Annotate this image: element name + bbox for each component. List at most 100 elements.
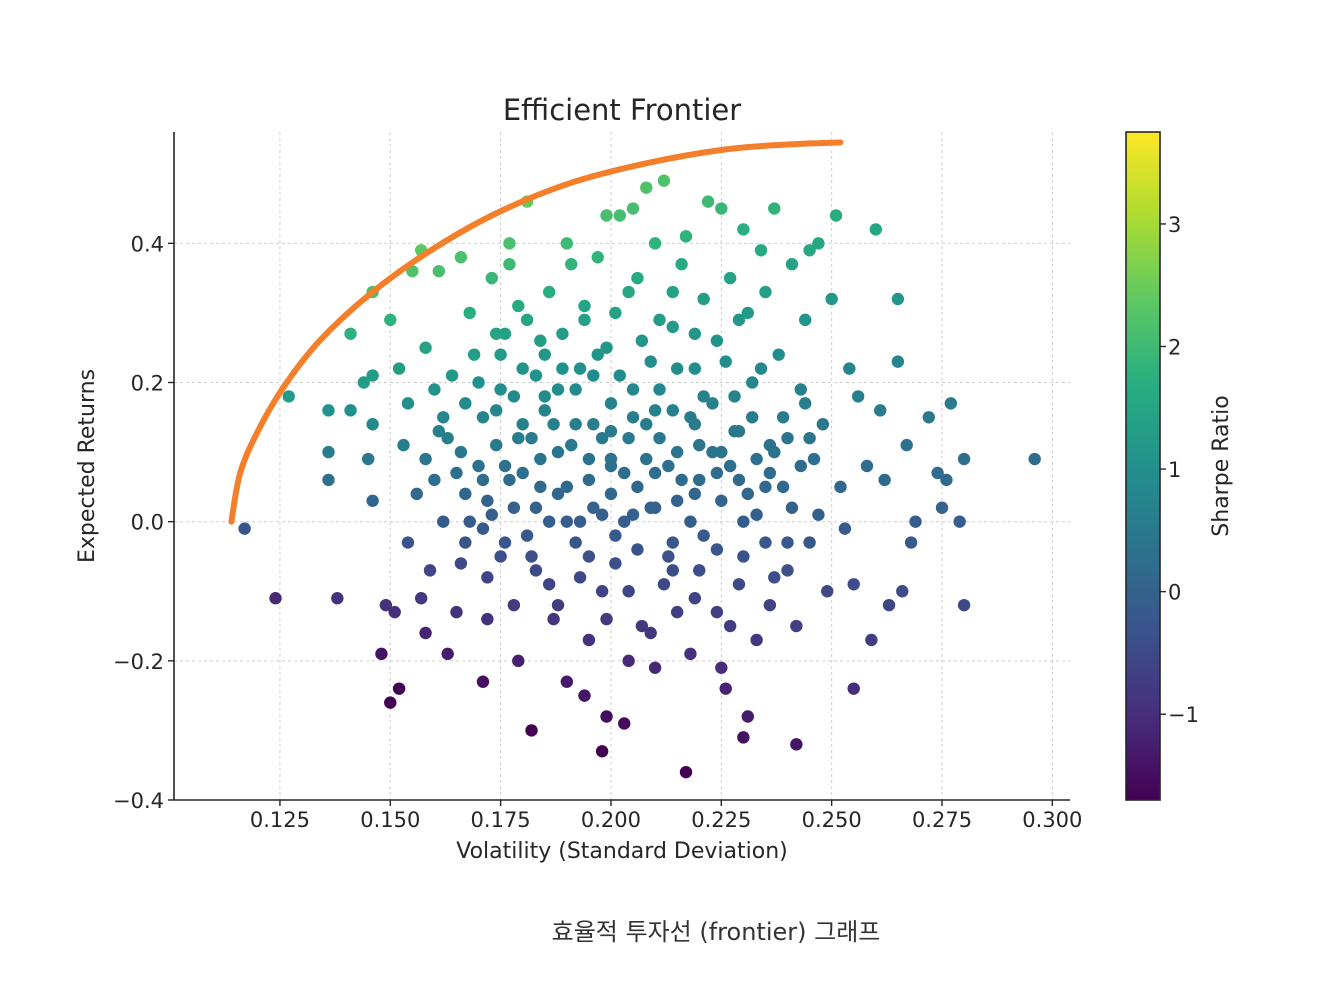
scatter-point: [626, 411, 640, 424]
scatter-point: [582, 452, 596, 466]
scatter-point: [670, 362, 684, 375]
scatter-point: [238, 522, 251, 535]
scatter-point: [401, 536, 415, 549]
scatter-point: [459, 487, 472, 501]
scatter-point: [542, 578, 556, 591]
scatter-point: [851, 390, 865, 403]
scatter-point: [618, 466, 631, 480]
x-tick-label: 0.300: [1022, 808, 1082, 832]
scatter-point: [578, 299, 591, 313]
scatter-point: [626, 383, 640, 396]
scatter-point: [666, 564, 679, 577]
scatter-point: [600, 209, 613, 222]
scatter-point: [719, 355, 732, 368]
x-tick-label: 0.275: [912, 808, 972, 832]
scatter-point: [785, 258, 799, 271]
scatter-point: [445, 369, 459, 382]
scatter-point: [785, 501, 799, 514]
scatter-point: [547, 418, 560, 431]
scatter-point: [710, 466, 724, 480]
scatter-point: [790, 738, 803, 751]
scatter-point: [737, 223, 750, 236]
scatter-point: [362, 452, 375, 466]
scatter-point: [551, 598, 565, 612]
scatter-point: [565, 258, 578, 271]
scatter-point: [860, 459, 874, 473]
scatter-point: [322, 473, 335, 487]
scatter-point: [556, 327, 569, 340]
y-tick-label: 0.2: [131, 372, 164, 396]
scatter-point: [816, 418, 830, 431]
scatter-point: [684, 647, 697, 661]
scatter-point: [922, 411, 935, 424]
scatter-point: [414, 592, 428, 605]
scatter-point: [494, 550, 507, 563]
scatter-point: [503, 473, 516, 487]
scatter-point: [670, 445, 684, 459]
x-tick-label: 0.200: [581, 808, 641, 832]
scatter-point: [542, 515, 556, 528]
scatter-point: [750, 452, 763, 466]
scatter-point: [1028, 452, 1041, 466]
scatter-point: [829, 209, 843, 222]
scatter-point: [454, 445, 468, 459]
scatter-point: [485, 508, 498, 521]
scatter-point: [450, 466, 463, 480]
scatter-point: [697, 390, 710, 403]
scatter-point: [516, 466, 529, 480]
scatter-point: [560, 515, 574, 528]
scatter-point: [595, 585, 609, 598]
x-tick-label: 0.150: [360, 808, 420, 832]
scatter-point: [648, 466, 662, 480]
scatter-point: [600, 341, 613, 354]
scatter-point: [763, 598, 777, 612]
scatter-point: [490, 327, 503, 340]
scatter-point: [529, 369, 543, 382]
scatter-point: [675, 473, 688, 487]
scatter-point: [710, 543, 724, 556]
scatter-point: [578, 689, 591, 702]
scatter-point: [776, 480, 790, 494]
scatter-point: [375, 647, 388, 661]
y-tick-label: 0.0: [131, 511, 164, 535]
scatter-point: [768, 571, 781, 584]
scatter-point: [565, 438, 578, 452]
scatter-point: [648, 237, 662, 250]
scatter-point: [591, 251, 604, 264]
scatter-point: [507, 598, 521, 612]
scatter-point: [635, 334, 649, 347]
scatter-point: [710, 334, 724, 347]
scatter-point: [741, 487, 754, 501]
scatter-point: [392, 362, 406, 375]
scatter-point: [935, 501, 949, 514]
scatter-point: [437, 515, 450, 528]
scatter-point: [534, 334, 547, 347]
scatter-point: [331, 592, 344, 605]
scatter-point: [657, 578, 671, 591]
scatter-point: [706, 397, 719, 410]
scatter-point: [542, 285, 556, 299]
scatter-point: [463, 306, 476, 320]
scatter-point: [940, 473, 953, 487]
scatter-point: [432, 425, 446, 438]
scatter-point: [701, 195, 715, 208]
scatter-point: [498, 536, 512, 549]
scatter-point: [896, 585, 909, 598]
scatter-points: [238, 174, 1041, 779]
scatter-point: [847, 578, 860, 591]
scatter-point: [944, 397, 958, 410]
scatter-point: [666, 320, 679, 334]
scatter-point: [428, 383, 441, 396]
x-tick-label: 0.125: [250, 808, 310, 832]
scatter-point: [582, 633, 596, 647]
scatter-point: [666, 536, 679, 549]
scatter-point: [728, 390, 741, 403]
scatter-point: [551, 383, 565, 396]
scatter-point: [604, 397, 618, 410]
scatter-point: [503, 237, 516, 250]
scatter-point: [604, 487, 618, 501]
scatter-point: [723, 459, 737, 473]
scatter-point: [516, 418, 529, 431]
scatter-point: [269, 592, 282, 605]
scatter-point: [507, 501, 521, 514]
